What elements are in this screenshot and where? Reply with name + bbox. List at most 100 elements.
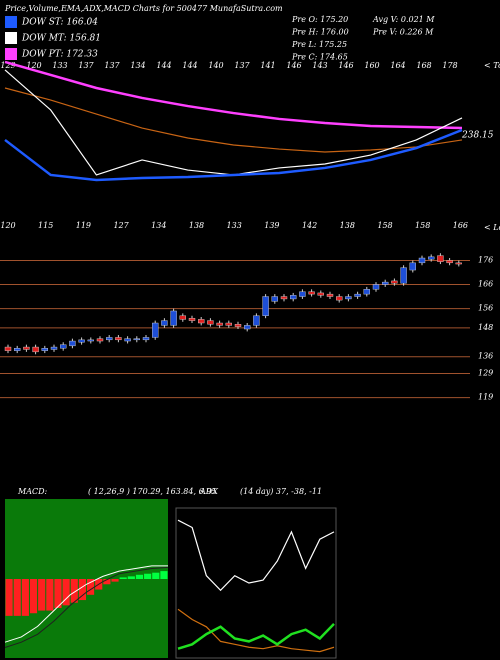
candle-body xyxy=(363,289,370,295)
ema-line xyxy=(4,60,463,130)
candle-body xyxy=(382,281,389,285)
legend-label: DOW MT: 156.81 xyxy=(21,34,101,44)
histogram-bar xyxy=(78,579,86,601)
candle-body xyxy=(60,344,67,349)
price-info: Avg V: 0.021 M xyxy=(372,15,435,24)
histogram-bar xyxy=(46,579,54,611)
top-label: 144 xyxy=(156,61,171,70)
candle-body xyxy=(299,291,306,297)
low-label: 138 xyxy=(189,221,204,230)
histogram-bar xyxy=(127,576,135,579)
candle-body xyxy=(23,346,30,350)
histogram-bar xyxy=(13,579,21,616)
histogram-bar xyxy=(5,579,13,616)
histogram-bar xyxy=(111,579,119,582)
top-label: 146 xyxy=(286,61,301,70)
y-tick-label: 136 xyxy=(478,352,493,361)
low-label: 127 xyxy=(113,221,129,230)
candle-body xyxy=(253,315,260,326)
candle-body xyxy=(234,324,242,327)
histogram-bar xyxy=(144,573,152,579)
adx-subtitle: (14 day) 37, -38, -11 xyxy=(240,487,322,496)
macd-panel xyxy=(5,499,168,658)
candle-body xyxy=(336,296,343,301)
top-label: 133 xyxy=(52,61,67,70)
histogram-bar xyxy=(152,572,160,579)
candle-body xyxy=(179,315,187,320)
histogram-bar xyxy=(29,579,38,614)
candle-body xyxy=(50,346,58,350)
candle-body xyxy=(124,338,131,342)
candle-body xyxy=(345,296,352,300)
candle-body xyxy=(4,346,12,351)
low-label: 138 xyxy=(340,221,355,230)
histogram-bar xyxy=(54,579,62,608)
low-label: 134 xyxy=(151,221,166,230)
candle-body xyxy=(308,291,315,295)
tops-label: < Tops xyxy=(484,61,500,70)
candle-body xyxy=(207,320,214,325)
y-tick-label: 166 xyxy=(478,280,493,289)
low-label: 120 xyxy=(0,221,15,230)
candle-body xyxy=(317,292,324,296)
low-label: 133 xyxy=(227,221,242,230)
candle-body xyxy=(280,296,288,300)
y-tick-label: 119 xyxy=(478,393,493,402)
candle-body xyxy=(326,293,334,297)
candle-body xyxy=(170,310,177,326)
low-label: 139 xyxy=(264,221,279,230)
price-info: Pre C: 174.65 xyxy=(291,53,348,62)
candle-body xyxy=(271,296,278,302)
candle-body xyxy=(32,346,39,353)
histogram-bar xyxy=(70,579,78,603)
price-info: Pre H: 176.00 xyxy=(291,28,349,37)
candle-body xyxy=(142,337,150,341)
legend-swatch xyxy=(5,16,17,28)
candle-body xyxy=(188,317,196,321)
price-info: Pre L: 175.25 xyxy=(291,40,347,49)
macd-title: MACD: xyxy=(17,487,48,496)
candle-body xyxy=(115,337,122,341)
y-tick-label: 129 xyxy=(478,369,493,378)
adx-title: ADX xyxy=(199,487,218,496)
candle-body xyxy=(418,257,426,264)
legend-swatch xyxy=(5,48,17,60)
low-label: 115 xyxy=(38,221,53,230)
lows-label: < Lows xyxy=(484,223,500,232)
low-label: 166 xyxy=(453,221,468,230)
candle-body xyxy=(13,348,21,351)
chart-title: Price,Volume,EMA,ADX,MACD Charts for 500… xyxy=(4,4,283,13)
top-label: 137 xyxy=(234,61,250,70)
ema-line xyxy=(4,87,463,153)
candle-body xyxy=(262,296,269,316)
adx-line xyxy=(177,608,335,653)
top-label: 137 xyxy=(104,61,120,70)
candle-body xyxy=(197,319,205,324)
top-label: 144 xyxy=(182,61,197,70)
top-label: 129 xyxy=(0,61,15,70)
candle-body xyxy=(151,322,159,338)
low-label: 119 xyxy=(76,221,91,230)
candle-body xyxy=(290,295,297,300)
histogram-bar xyxy=(119,577,127,579)
ema-line xyxy=(4,128,463,182)
top-label: 137 xyxy=(78,61,94,70)
adx-panel xyxy=(175,507,337,659)
candle-body xyxy=(161,320,168,326)
adx-line xyxy=(177,519,335,592)
histogram-bar xyxy=(103,579,111,585)
adx-line xyxy=(177,623,335,650)
price-info: Pre V: 0.226 M xyxy=(372,28,434,37)
low-label: 158 xyxy=(377,221,392,230)
top-label: 120 xyxy=(26,61,41,70)
candle-body xyxy=(69,340,76,347)
candle-body xyxy=(437,255,444,262)
top-label: 164 xyxy=(390,61,405,70)
candle-body xyxy=(243,325,251,330)
top-label: 146 xyxy=(338,61,353,70)
macd-line xyxy=(4,565,168,643)
candle-body xyxy=(105,337,113,341)
candle-body xyxy=(354,293,361,297)
low-label: 142 xyxy=(302,221,317,230)
